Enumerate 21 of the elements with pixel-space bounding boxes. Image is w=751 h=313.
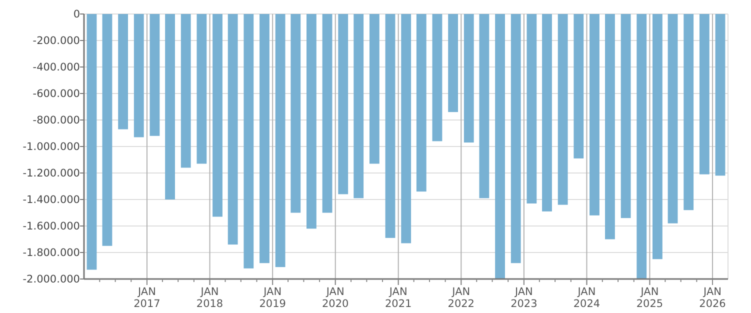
y-tick-label: -400.000: [32, 62, 80, 74]
y-tick-label: 0: [73, 8, 80, 21]
x-tick-label: JAN 2023: [510, 286, 538, 310]
y-tick-label: -1.200.000: [22, 168, 80, 180]
y-tick-label: -1.800.000: [22, 247, 80, 260]
x-tick-label: JAN 2021: [384, 286, 412, 310]
y-tick-label: -2.000.000: [22, 274, 80, 286]
x-tick-label: JAN 2025: [636, 286, 664, 310]
x-tick-label: JAN 2022: [448, 286, 475, 310]
x-tick-label: JAN 2019: [259, 286, 286, 310]
y-tick-label: -600.000: [32, 88, 80, 100]
x-tick-label: JAN 2017: [134, 286, 160, 310]
y-tick-label: -1.000.000: [22, 141, 80, 154]
x-tick-label: JAN 2020: [322, 286, 349, 310]
y-tick-label: -800.000: [32, 114, 80, 127]
x-tick-label: JAN 2024: [573, 286, 600, 310]
x-tick-label: JAN 2026: [699, 286, 726, 310]
x-tick-label: JAN 2018: [196, 286, 224, 310]
y-tick-label: -200.000: [32, 35, 80, 48]
y-tick-label: -1.600.000: [22, 220, 80, 233]
y-tick-label: -1.400.000: [22, 194, 80, 206]
